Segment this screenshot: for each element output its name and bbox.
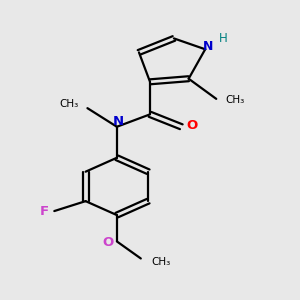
Text: N: N [203, 40, 213, 53]
Text: O: O [102, 236, 113, 249]
Text: CH₃: CH₃ [59, 99, 79, 110]
Text: N: N [113, 115, 124, 128]
Text: CH₃: CH₃ [225, 95, 244, 105]
Text: O: O [186, 119, 197, 132]
Text: H: H [219, 32, 228, 45]
Text: F: F [39, 205, 49, 218]
Text: CH₃: CH₃ [152, 256, 171, 267]
